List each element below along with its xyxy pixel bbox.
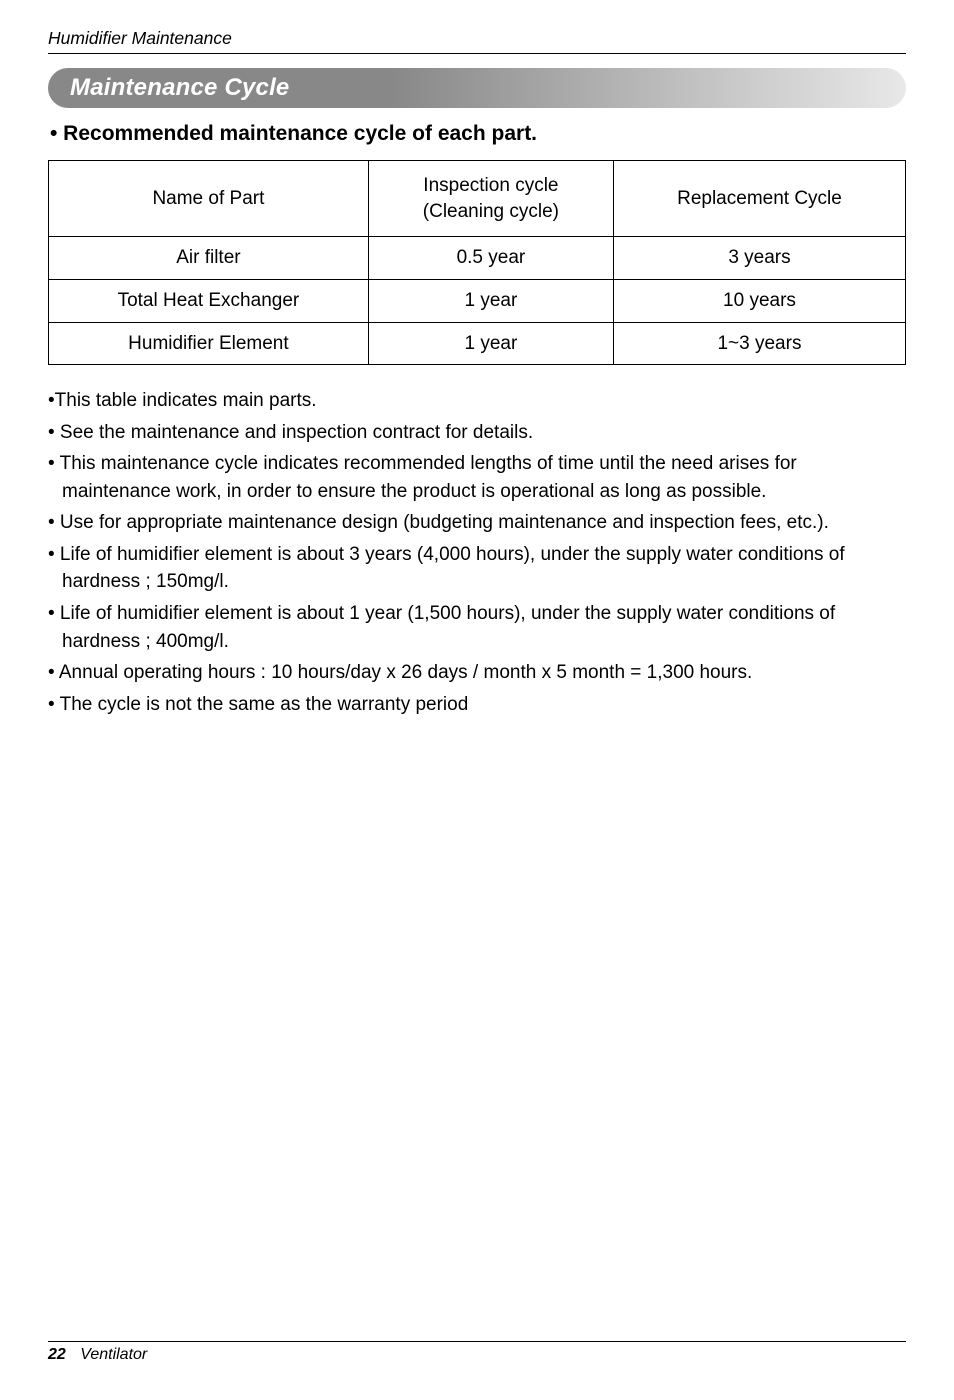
cell-replacement: 1~3 years	[613, 322, 905, 365]
running-header: Humidifier Maintenance	[48, 28, 906, 54]
note-item: • Life of humidifier element is about 3 …	[48, 541, 906, 596]
cell-inspection: 1 year	[368, 279, 613, 322]
subheading: • Recommended maintenance cycle of each …	[50, 122, 906, 146]
page: Humidifier Maintenance Maintenance Cycle…	[0, 0, 954, 1400]
col-header-part: Name of Part	[49, 161, 369, 237]
col-header-inspection: Inspection cycle(Cleaning cycle)	[368, 161, 613, 237]
note-item: • The cycle is not the same as the warra…	[48, 691, 906, 719]
cell-replacement: 3 years	[613, 237, 905, 280]
note-item: •This table indicates main parts.	[48, 387, 906, 415]
col-header-replacement: Replacement Cycle	[613, 161, 905, 237]
section-title-pill: Maintenance Cycle	[48, 68, 906, 108]
section-title-text: Maintenance Cycle	[70, 74, 289, 101]
cell-inspection: 0.5 year	[368, 237, 613, 280]
page-number: 22	[48, 1346, 66, 1363]
table-header-row: Name of Part Inspection cycle(Cleaning c…	[49, 161, 906, 237]
cell-part: Air filter	[49, 237, 369, 280]
page-footer: 22 Ventilator	[48, 1341, 906, 1364]
cell-part: Humidifier Element	[49, 322, 369, 365]
note-item: • This maintenance cycle indicates recom…	[48, 450, 906, 505]
maintenance-table: Name of Part Inspection cycle(Cleaning c…	[48, 160, 906, 365]
note-item: • Life of humidifier element is about 1 …	[48, 600, 906, 655]
table-row: Air filter 0.5 year 3 years	[49, 237, 906, 280]
table-row: Total Heat Exchanger 1 year 10 years	[49, 279, 906, 322]
cell-inspection: 1 year	[368, 322, 613, 365]
note-item: • Annual operating hours : 10 hours/day …	[48, 659, 906, 687]
cell-part: Total Heat Exchanger	[49, 279, 369, 322]
note-item: • Use for appropriate maintenance design…	[48, 509, 906, 537]
footer-product-name: Ventilator	[80, 1346, 147, 1363]
table-row: Humidifier Element 1 year 1~3 years	[49, 322, 906, 365]
note-item: • See the maintenance and inspection con…	[48, 419, 906, 447]
notes-block: •This table indicates main parts. • See …	[48, 387, 906, 718]
cell-replacement: 10 years	[613, 279, 905, 322]
